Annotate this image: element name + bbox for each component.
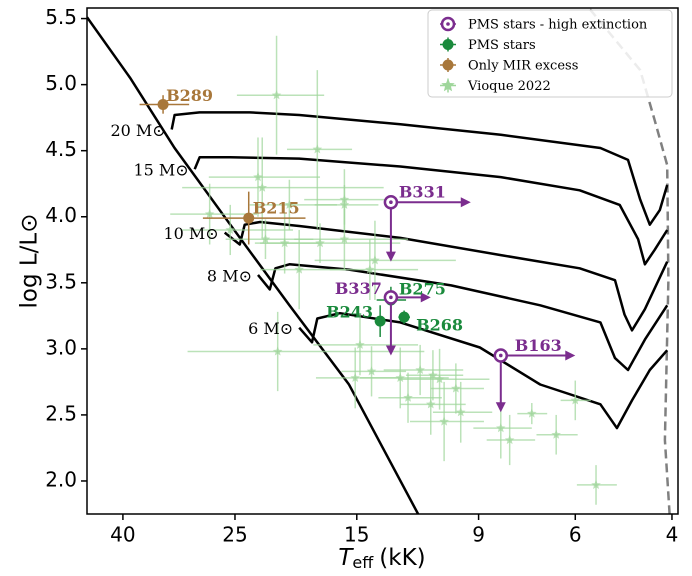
marker-dot <box>389 200 393 205</box>
star-marker <box>365 264 375 274</box>
y-tick-label: 2.5 <box>45 401 77 425</box>
star-label: B275 <box>399 279 446 298</box>
legend-box <box>427 9 673 98</box>
evolution-track <box>193 156 669 266</box>
star-marker <box>527 408 537 418</box>
x-label-unit: (kK) <box>379 545 425 571</box>
y-tick-label: 5.0 <box>45 71 77 95</box>
evolution-track <box>170 111 669 226</box>
star-marker <box>339 234 350 244</box>
star-marker <box>355 339 365 349</box>
star-marker <box>496 423 506 433</box>
x-tick-label: 25 <box>222 523 247 547</box>
star-marker <box>370 255 380 265</box>
star-marker <box>312 144 323 154</box>
x-limit-arrowhead <box>565 350 576 361</box>
star-marker <box>441 78 455 92</box>
track-label: 6 M⊙ <box>248 319 293 338</box>
star-marker <box>272 346 283 356</box>
track-label: 8 M⊙ <box>207 266 252 285</box>
star-marker <box>551 429 561 439</box>
track-label: 15 M⊙ <box>133 161 188 180</box>
star-label: B289 <box>166 86 213 105</box>
plot-area <box>87 8 671 514</box>
evolution-track <box>298 311 669 430</box>
star-marker <box>350 372 360 382</box>
star-label: B215 <box>253 199 300 218</box>
x-tick-label: 9 <box>472 523 485 547</box>
star-marker <box>439 416 449 426</box>
circle-marker <box>243 212 255 224</box>
open-circle-marker <box>440 16 456 32</box>
star-marker <box>257 182 267 192</box>
open-circle-marker <box>383 194 399 210</box>
star-marker <box>315 238 325 248</box>
evolution-track <box>223 220 669 332</box>
y-tick-label: 5.5 <box>45 5 77 29</box>
star-marker <box>415 365 425 374</box>
x-label-symbol: T <box>338 545 354 571</box>
star-label: B243 <box>326 303 373 322</box>
legend-label: Only MIR excess <box>468 59 578 74</box>
x-tick-label: 15 <box>344 523 369 547</box>
circle-marker <box>374 315 386 327</box>
y-limit-arrowhead <box>385 251 396 262</box>
star-marker <box>366 366 377 376</box>
marker-dot <box>498 353 503 358</box>
y-tick-label: 3.5 <box>45 269 77 293</box>
circle-marker <box>398 311 410 323</box>
star-marker <box>284 199 295 209</box>
marker-dot <box>389 295 393 300</box>
x-axis-label: Teff (kK) <box>338 545 425 572</box>
x-tick-label: 40 <box>110 523 135 547</box>
open-circle-marker <box>493 348 509 363</box>
legend-label: Vioque 2022 <box>467 79 551 94</box>
star-marker <box>260 234 271 244</box>
evolution-track <box>257 263 669 372</box>
star-marker <box>339 199 350 209</box>
x-label-subscript: eff <box>352 553 374 572</box>
marker-dot <box>446 22 450 26</box>
circle-marker <box>157 98 169 110</box>
y-limit-arrowhead <box>385 345 396 356</box>
star-marker <box>403 392 413 402</box>
track-label: 20 M⊙ <box>110 121 165 140</box>
circle-marker <box>442 59 454 71</box>
star-marker <box>451 383 461 393</box>
star-marker <box>426 399 436 409</box>
star-marker <box>591 479 601 489</box>
axes: 2.0 2.5 3.0 3.5 4.0 4.5 5.0 5.5 40 25 15 9 6 4 <box>45 5 679 547</box>
y-tick-label: 4.0 <box>45 203 77 227</box>
y-tick-label: 2.0 <box>45 467 77 491</box>
star-label: B268 <box>416 316 463 335</box>
plot-frame <box>86 7 679 515</box>
star-label: B163 <box>515 336 562 355</box>
circle-marker <box>442 39 454 50</box>
open-circle-marker <box>383 290 399 305</box>
x-limit-arrowhead <box>420 292 431 303</box>
y-axis-label: log L/L⊙ <box>17 213 43 308</box>
track-label: 10 M⊙ <box>163 224 218 243</box>
star-marker <box>504 435 515 445</box>
star-label: B331 <box>399 183 446 202</box>
star-marker <box>294 264 304 274</box>
y-tick-label: 3.0 <box>45 335 77 359</box>
y-limit-arrowhead <box>495 402 506 413</box>
legend-label: PMS stars <box>468 38 536 53</box>
star-marker <box>253 172 263 182</box>
star-label: B337 <box>335 279 382 298</box>
legend: PMS stars - high extinction PMS stars Only… <box>427 9 673 98</box>
star-marker <box>456 407 466 417</box>
star-marker <box>570 395 580 405</box>
star-marker <box>434 374 445 384</box>
star-marker <box>271 90 282 100</box>
star-marker <box>204 209 215 219</box>
x-tick-label: 6 <box>569 523 582 547</box>
x-tick-label: 4 <box>666 523 679 547</box>
y-tick-label: 4.5 <box>45 137 77 161</box>
legend-label: PMS stars - high extinction <box>468 18 648 33</box>
x-limit-arrowhead <box>460 197 471 208</box>
star-marker <box>225 225 235 234</box>
